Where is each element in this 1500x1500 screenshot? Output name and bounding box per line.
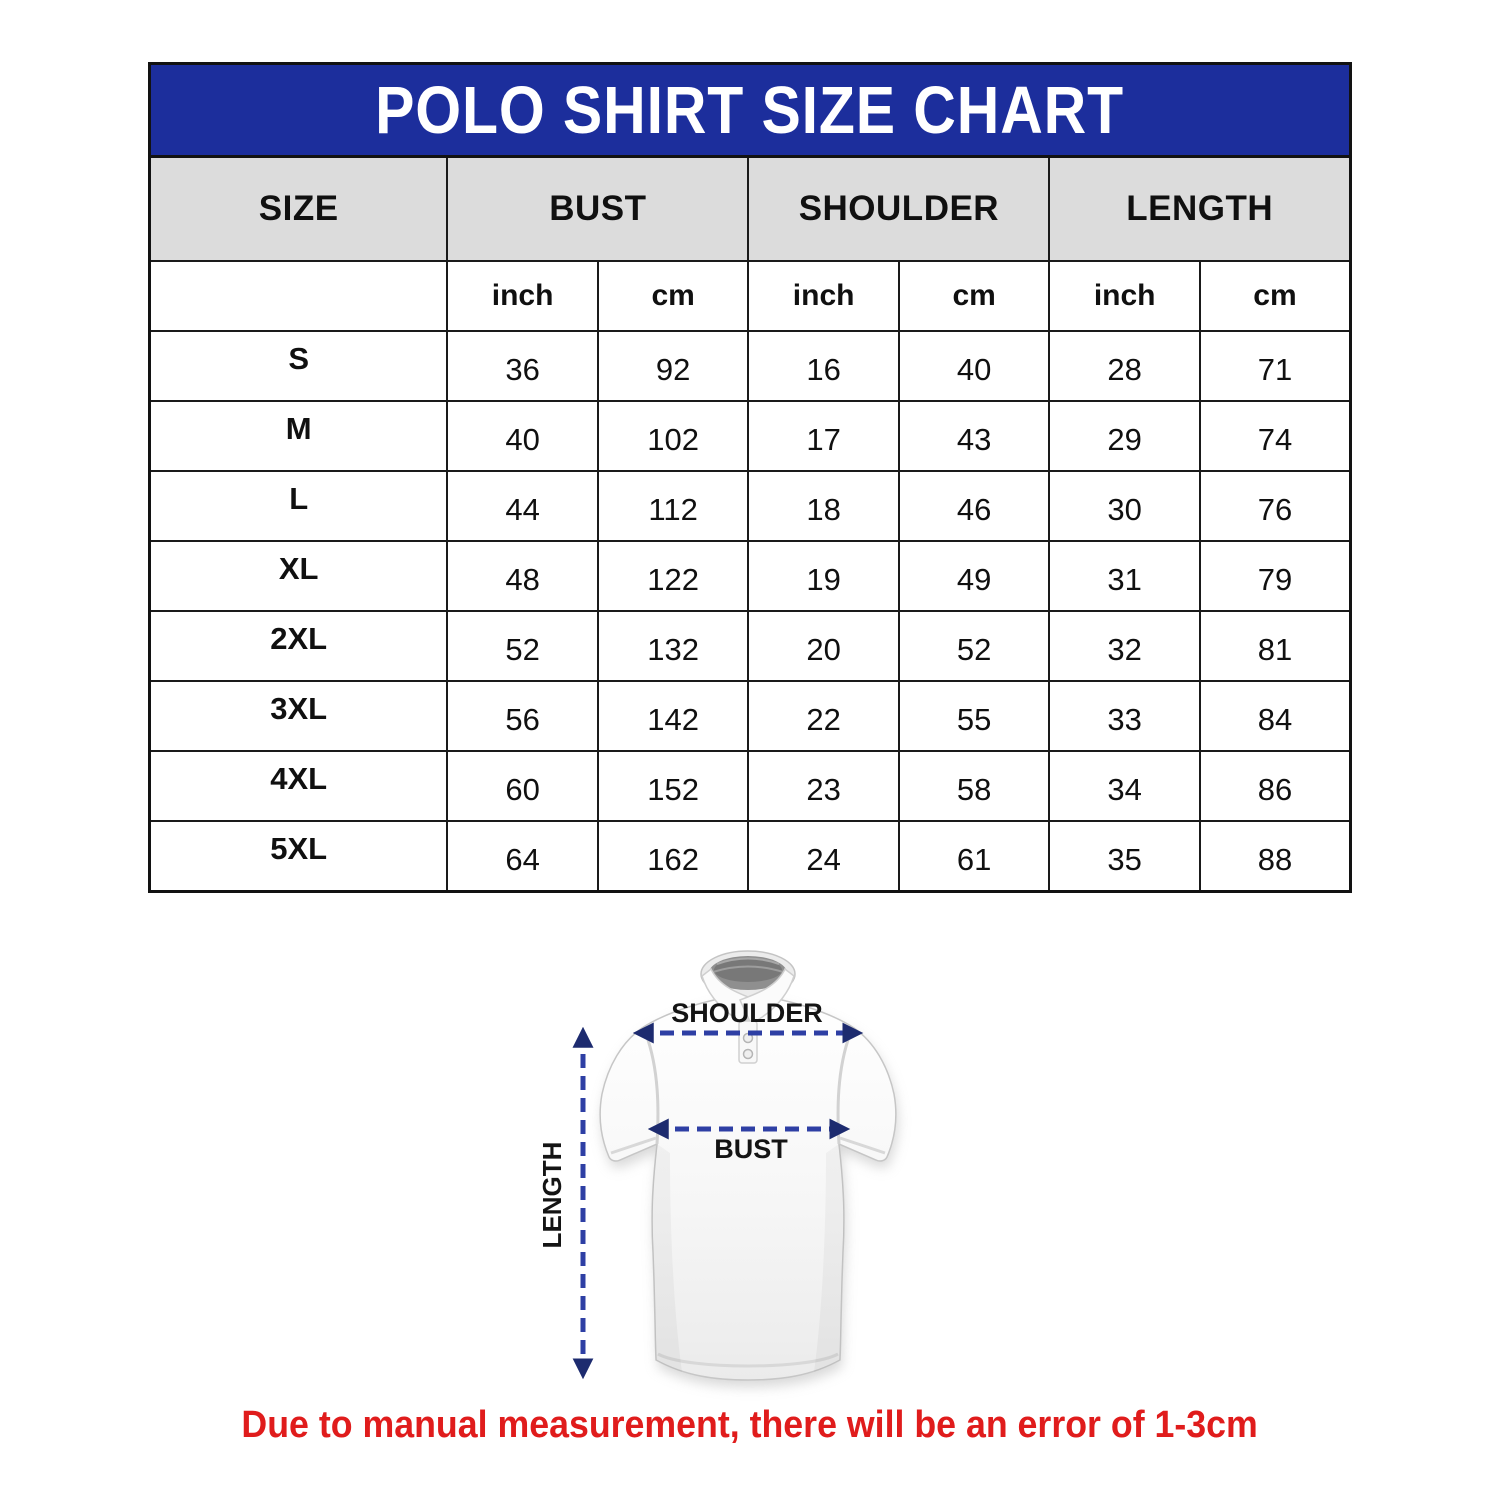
size-cell: S [148, 330, 449, 402]
value-cell: 71 [1198, 330, 1352, 402]
polo-shirt-diagram: SHOULDER BUST LENGTH [537, 950, 898, 1387]
value-cell: 61 [897, 820, 1051, 893]
unit-header-bust-inch: inch [446, 260, 599, 332]
value-cell: 34 [1048, 750, 1201, 822]
unit-header-bust-cm: cm [596, 260, 750, 332]
value-cell: 52 [897, 610, 1051, 682]
size-cell: XL [148, 540, 449, 612]
value-cell: 132 [596, 610, 750, 682]
unit-header-row: inch cm inch cm inch cm [148, 260, 1352, 332]
page-title: POLO SHIRT SIZE CHART [375, 72, 1125, 148]
value-cell: 17 [747, 400, 900, 472]
bust-label: BUST [714, 1134, 788, 1164]
value-cell: 74 [1198, 400, 1352, 472]
value-cell: 92 [596, 330, 750, 402]
value-cell: 60 [446, 750, 599, 822]
value-cell: 43 [897, 400, 1051, 472]
value-cell: 18 [747, 470, 900, 542]
unit-header-empty [148, 260, 449, 332]
value-cell: 112 [596, 470, 750, 542]
value-cell: 23 [747, 750, 900, 822]
value-cell: 55 [897, 680, 1051, 752]
value-cell: 58 [897, 750, 1051, 822]
value-cell: 76 [1198, 470, 1352, 542]
value-cell: 36 [446, 330, 599, 402]
polo-button [742, 1048, 754, 1060]
value-cell: 152 [596, 750, 750, 822]
value-cell: 56 [446, 680, 599, 752]
table-row-s: S 36 92 16 40 28 71 [148, 330, 1352, 402]
value-cell: 44 [446, 470, 599, 542]
value-cell: 81 [1198, 610, 1352, 682]
value-cell: 35 [1048, 820, 1201, 893]
size-cell: 3XL [148, 680, 449, 752]
size-cell: 2XL [148, 610, 449, 682]
value-cell: 32 [1048, 610, 1201, 682]
size-cell: M [148, 400, 449, 472]
value-cell: 142 [596, 680, 750, 752]
value-cell: 40 [446, 400, 599, 472]
shoulder-label: SHOULDER [671, 998, 823, 1028]
length-label: LENGTH [537, 1142, 567, 1249]
table-row-3xl: 3XL 56 142 22 55 33 84 [148, 680, 1352, 752]
size-cell: 4XL [148, 750, 449, 822]
size-chart-sheet: POLO SHIRT SIZE CHART SIZE BUST SHOULDER… [148, 62, 1352, 893]
value-cell: 162 [596, 820, 750, 893]
value-cell: 88 [1198, 820, 1352, 893]
value-cell: 31 [1048, 540, 1201, 612]
value-cell: 64 [446, 820, 599, 893]
value-cell: 102 [596, 400, 750, 472]
value-cell: 86 [1198, 750, 1352, 822]
value-cell: 79 [1198, 540, 1352, 612]
measurement-note: Due to manual measurement, there will be… [241, 1404, 1259, 1446]
table-row-m: M 40 102 17 43 29 74 [148, 400, 1352, 472]
value-cell: 24 [747, 820, 900, 893]
table-row-5xl: 5XL 64 162 24 61 35 88 [148, 820, 1352, 893]
value-cell: 30 [1048, 470, 1201, 542]
column-header-length: LENGTH [1048, 155, 1352, 262]
value-cell: 84 [1198, 680, 1352, 752]
value-cell: 20 [747, 610, 900, 682]
table-row-xl: XL 48 122 19 49 31 79 [148, 540, 1352, 612]
unit-header-length-inch: inch [1048, 260, 1201, 332]
value-cell: 29 [1048, 400, 1201, 472]
table-header-row: SIZE BUST SHOULDER LENGTH [148, 155, 1352, 262]
size-cell: L [148, 470, 449, 542]
table-row-4xl: 4XL 60 152 23 58 34 86 [148, 750, 1352, 822]
unit-header-shoulder-cm: cm [897, 260, 1051, 332]
polo-shirt-image [599, 950, 897, 1381]
column-header-bust: BUST [446, 155, 750, 262]
value-cell: 48 [446, 540, 599, 612]
value-cell: 46 [897, 470, 1051, 542]
table-row-l: L 44 112 18 46 30 76 [148, 470, 1352, 542]
value-cell: 22 [747, 680, 900, 752]
size-table: SIZE BUST SHOULDER LENGTH inch cm inch c… [148, 155, 1352, 893]
value-cell: 33 [1048, 680, 1201, 752]
value-cell: 28 [1048, 330, 1201, 402]
table-row-2xl: 2XL 52 132 20 52 32 81 [148, 610, 1352, 682]
value-cell: 122 [596, 540, 750, 612]
size-chart-banner: POLO SHIRT SIZE CHART [148, 62, 1352, 158]
size-cell: 5XL [148, 820, 449, 893]
value-cell: 52 [446, 610, 599, 682]
measurement-note-wrap: Due to manual measurement, there will be… [0, 1404, 1500, 1447]
value-cell: 16 [747, 330, 900, 402]
unit-header-shoulder-inch: inch [747, 260, 900, 332]
column-header-shoulder: SHOULDER [747, 155, 1051, 262]
unit-header-length-cm: cm [1198, 260, 1352, 332]
column-header-size: SIZE [148, 155, 449, 262]
value-cell: 19 [747, 540, 900, 612]
value-cell: 40 [897, 330, 1051, 402]
value-cell: 49 [897, 540, 1051, 612]
